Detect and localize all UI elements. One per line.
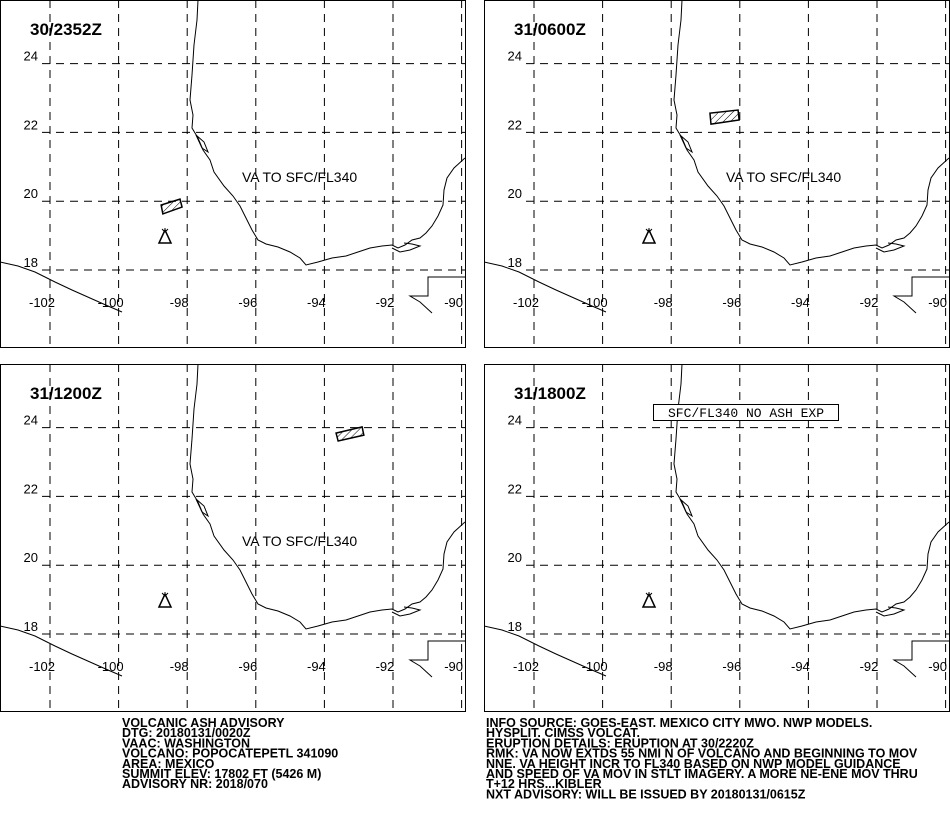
ash-label: SFC/FL340 NO ASH EXP (668, 406, 824, 421)
ash-area (160, 198, 183, 215)
x-tick-label: -96 (722, 295, 741, 310)
panel-frame (0, 364, 466, 712)
map-panel: -102 -100 -98 -96 -94 -92 -90 18 20 22 24 31/1800Z S… (484, 364, 950, 712)
y-tick-label: 22 (508, 117, 522, 132)
advisory-line: RMK: VA NOW EXTDS 55 NMI N OF VOLCANO AN… (486, 747, 918, 761)
x-tick-label: -92 (376, 659, 395, 674)
x-tick-label: -102 (513, 295, 539, 310)
x-tick-label: -102 (29, 659, 55, 674)
forecast-time: 31/1200Z (30, 384, 102, 403)
forecast-time: 31/1800Z (514, 384, 586, 403)
x-tick-label: -90 (444, 295, 463, 310)
advisory-line: ADVISORY NR: 2018/070 (122, 777, 268, 791)
y-tick-label: 20 (24, 186, 38, 201)
x-tick-label: -94 (791, 295, 810, 310)
forecast-time: 30/2352Z (30, 20, 102, 39)
x-tick-label: -94 (791, 659, 810, 674)
panel-frame (484, 364, 950, 712)
x-tick-label: -92 (860, 295, 879, 310)
y-tick-label: 18 (24, 619, 38, 634)
map-panel: -102 -100 -98 -96 -94 -92 -90 18 20 22 24 30/2352Z V… (0, 0, 466, 348)
ash-label: VA TO SFC/FL340 (726, 169, 841, 185)
ash-label: VA TO SFC/FL340 (242, 169, 357, 185)
advisory-line: NXT ADVISORY: WILL BE ISSUED BY 20180131… (486, 787, 806, 801)
map-area (0, 364, 465, 711)
x-tick-label: -102 (29, 295, 55, 310)
advisory-line: VAAC: WASHINGTON (122, 736, 250, 750)
x-tick-label: -98 (170, 659, 189, 674)
y-tick-label: 24 (508, 413, 522, 428)
y-tick-label: 20 (24, 550, 38, 565)
x-tick-label: -96 (722, 659, 741, 674)
x-tick-label: -96 (238, 659, 257, 674)
advisory-line: AREA: MEXICO (122, 757, 215, 771)
y-tick-label: 18 (508, 619, 522, 634)
x-tick-label: -100 (582, 659, 608, 674)
advisory-line: VOLCANIC ASH ADVISORY (122, 716, 285, 730)
advisory-line: T+12 HRS...KIBLER (486, 777, 602, 791)
x-tick-label: -94 (307, 295, 326, 310)
advisory-line: SUMMIT ELEV: 17802 FT (5426 M) (122, 767, 321, 781)
advisory-line: NNE. VA HEIGHT INCR TO FL340 BASED ON NW… (486, 757, 901, 771)
advisory-line: AND SPEED OF VA MOV IN STLT IMAGERY. A M… (486, 767, 918, 781)
advisory-line: INFO SOURCE: GOES-EAST. MEXICO CITY MWO.… (486, 716, 872, 730)
x-tick-label: -100 (98, 659, 124, 674)
y-tick-label: 20 (508, 186, 522, 201)
x-tick-label: -100 (582, 295, 608, 310)
y-tick-label: 24 (24, 49, 38, 64)
y-tick-label: 22 (24, 481, 38, 496)
ash-area (335, 426, 365, 442)
x-tick-label: -92 (860, 659, 879, 674)
y-tick-label: 24 (508, 49, 522, 64)
x-tick-label: -94 (307, 659, 326, 674)
x-tick-label: -98 (654, 659, 673, 674)
map-area (0, 0, 465, 347)
advisory-line: HYSPLIT. CIMSS VOLCAT. (486, 726, 640, 740)
x-tick-label: -90 (444, 659, 463, 674)
forecast-time: 31/0600Z (514, 20, 586, 39)
map-panel: -102 -100 -98 -96 -94 -92 -90 18 20 22 24 31/0600Z V… (484, 0, 950, 348)
y-tick-label: 18 (24, 255, 38, 270)
x-tick-label: -102 (513, 659, 539, 674)
x-tick-label: -90 (928, 295, 947, 310)
advisory-right: INFO SOURCE: GOES-EAST. MEXICO CITY MWO.… (486, 716, 918, 801)
y-tick-label: 18 (508, 255, 522, 270)
advisory-line: DTG: 20180131/0020Z (122, 726, 251, 740)
x-tick-label: -92 (376, 295, 395, 310)
map-area (484, 0, 949, 347)
advisory-line: VOLCANO: POPOCATEPETL 341090 (122, 747, 338, 761)
panel-frame (484, 0, 950, 348)
x-tick-label: -98 (170, 295, 189, 310)
x-tick-label: -96 (238, 295, 257, 310)
ash-label: VA TO SFC/FL340 (242, 533, 357, 549)
map-panel: -102 -100 -98 -96 -94 -92 -90 18 20 22 24 31/1200Z V… (0, 364, 466, 712)
y-tick-label: 20 (508, 550, 522, 565)
x-tick-label: -90 (928, 659, 947, 674)
x-tick-label: -100 (98, 295, 124, 310)
panel-frame (0, 0, 466, 348)
advisory-line: ERUPTION DETAILS: ERUPTION AT 30/2220Z (486, 736, 754, 750)
ash-area (709, 109, 740, 126)
panels: -102 -100 -98 -96 -94 -92 -90 18 20 22 24 30/2352Z V… (0, 0, 950, 712)
y-tick-label: 24 (24, 413, 38, 428)
x-tick-label: -98 (654, 295, 673, 310)
y-tick-label: 22 (508, 481, 522, 496)
map-area (484, 364, 949, 711)
y-tick-label: 22 (24, 117, 38, 132)
label-box (653, 404, 839, 421)
